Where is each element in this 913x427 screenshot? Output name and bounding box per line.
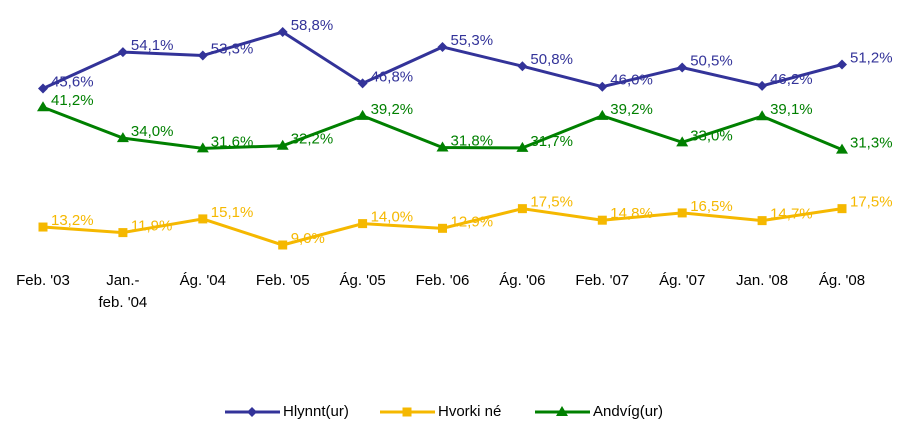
marker bbox=[278, 240, 288, 250]
data-label: 39,1% bbox=[770, 101, 813, 118]
data-label: 39,2% bbox=[371, 101, 414, 118]
x-tick-label: Ág. '04 bbox=[179, 272, 226, 289]
data-label: 14,0% bbox=[371, 209, 414, 226]
marker bbox=[556, 406, 568, 416]
x-tick-label: Feb. '07 bbox=[575, 272, 630, 289]
data-label: 14,7% bbox=[770, 206, 813, 223]
data-label: 16,5% bbox=[690, 198, 733, 215]
data-label: 14,8% bbox=[610, 205, 653, 222]
marker bbox=[277, 27, 288, 37]
marker bbox=[596, 109, 609, 120]
data-label: 33,0% bbox=[690, 127, 733, 144]
marker bbox=[37, 101, 49, 112]
legend-label: Hvorki né bbox=[438, 403, 501, 420]
marker bbox=[38, 83, 48, 94]
x-tick-label: Feb. '06 bbox=[415, 272, 470, 289]
x-tick-label: Feb. '05 bbox=[255, 272, 310, 289]
marker bbox=[197, 50, 208, 61]
data-label: 17,5% bbox=[530, 194, 573, 211]
data-label: 45,6% bbox=[51, 73, 94, 90]
data-label: 41,2% bbox=[51, 92, 94, 109]
marker bbox=[437, 41, 448, 52]
marker bbox=[436, 141, 449, 152]
data-label: 12,9% bbox=[451, 213, 494, 230]
data-label: 54,1% bbox=[131, 37, 174, 54]
marker bbox=[757, 216, 767, 226]
marker bbox=[402, 407, 412, 417]
data-label: 55,3% bbox=[451, 32, 494, 49]
data-label: 51,2% bbox=[850, 49, 893, 66]
x-tick-label: Ág. '08 bbox=[818, 272, 866, 289]
x-tick-label: Jan.- feb. '04 bbox=[98, 272, 148, 311]
data-label: 46,0% bbox=[610, 72, 653, 89]
data-label: 31,7% bbox=[530, 133, 573, 150]
legend-label: Hlynnt(ur) bbox=[283, 403, 349, 420]
marker bbox=[116, 132, 129, 143]
data-label: 31,3% bbox=[850, 135, 893, 152]
data-label: 31,6% bbox=[211, 133, 254, 150]
marker bbox=[247, 407, 257, 417]
data-label: 46,2% bbox=[770, 71, 813, 88]
x-tick-label: Ág. '07 bbox=[659, 272, 706, 289]
data-label: 15,1% bbox=[211, 204, 254, 221]
data-label: 34,0% bbox=[131, 123, 174, 140]
legend-label: Andvíg(ur) bbox=[593, 403, 663, 420]
data-label: 53,3% bbox=[211, 40, 254, 57]
x-tick-label: Feb. '03 bbox=[16, 272, 70, 289]
x-tick-label: Ág. '05 bbox=[339, 272, 386, 289]
data-label: 13,2% bbox=[51, 212, 94, 229]
x-tick-label: Jan. '08 bbox=[736, 272, 789, 289]
marker bbox=[198, 214, 208, 224]
marker bbox=[438, 223, 447, 233]
marker bbox=[837, 59, 847, 70]
marker bbox=[276, 139, 289, 150]
marker bbox=[517, 61, 528, 72]
marker bbox=[836, 143, 848, 154]
marker bbox=[118, 228, 128, 238]
data-label: 50,8% bbox=[530, 51, 573, 68]
marker bbox=[756, 110, 769, 121]
marker bbox=[196, 142, 209, 153]
data-label: 11,9% bbox=[131, 218, 172, 235]
data-label: 50,5% bbox=[690, 52, 733, 69]
data-label: 32,2% bbox=[291, 131, 334, 148]
marker bbox=[597, 81, 608, 92]
x-tick-label: Ág. '06 bbox=[499, 272, 546, 289]
data-label: 46,8% bbox=[371, 68, 414, 85]
marker bbox=[117, 47, 128, 58]
data-label: 17,5% bbox=[850, 194, 893, 211]
marker bbox=[677, 208, 687, 218]
marker bbox=[516, 141, 529, 152]
marker bbox=[757, 80, 768, 91]
marker bbox=[676, 136, 689, 147]
marker bbox=[38, 222, 48, 232]
data-label: 9,0% bbox=[291, 230, 325, 247]
data-label: 31,8% bbox=[451, 132, 494, 149]
marker bbox=[357, 78, 368, 89]
marker bbox=[837, 204, 847, 214]
data-label: 39,2% bbox=[610, 101, 653, 118]
marker bbox=[358, 219, 368, 229]
marker bbox=[677, 62, 688, 73]
marker bbox=[597, 215, 607, 225]
marker bbox=[517, 204, 527, 214]
marker bbox=[356, 109, 369, 120]
data-label: 58,8% bbox=[291, 17, 334, 34]
